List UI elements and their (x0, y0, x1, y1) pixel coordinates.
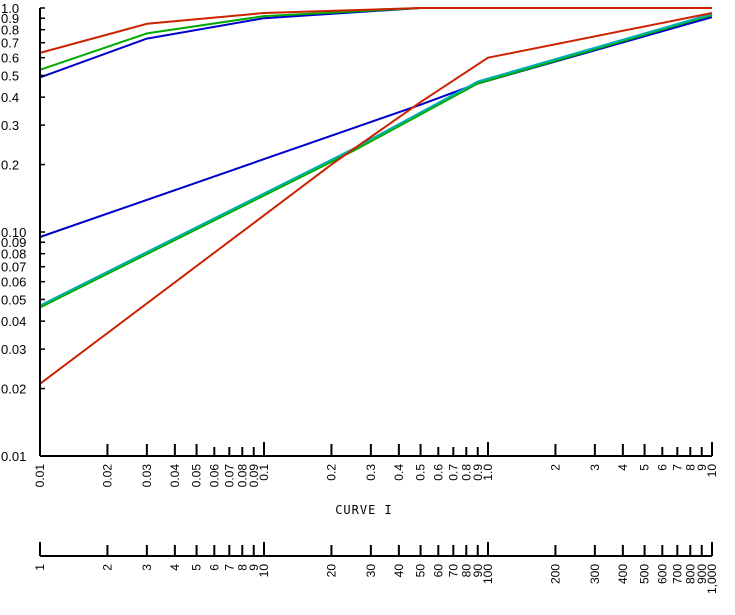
x-tick-label: 9 (695, 464, 709, 471)
secondary-x-tick-label: 1 (33, 564, 47, 571)
series-line-6 (39, 7, 712, 71)
secondary-x-tick-label: 300 (588, 564, 602, 584)
x-tick-label: 0.07 (222, 464, 236, 488)
x-tick-label: 0.4 (392, 464, 406, 481)
secondary-x-tick-label: 500 (638, 564, 652, 584)
y-tick-label: 0.5 (1, 68, 19, 83)
x-tick-label: 2 (548, 464, 562, 471)
y-tick-label: 0.07 (1, 260, 26, 275)
secondary-x-tick-label: 400 (616, 564, 630, 584)
secondary-x-tick-label: 10 (257, 564, 271, 578)
x-tick-label: 5 (638, 464, 652, 471)
y-tick-label: 0.05 (1, 292, 26, 307)
y-tick-label: 0.08 (1, 247, 26, 262)
secondary-x-tick-label: 900 (695, 564, 709, 584)
y-tick-label: 0.02 (1, 382, 26, 397)
x-tick-label: 0.04 (168, 464, 182, 488)
secondary-x-tick-label: 200 (548, 564, 562, 584)
x-tick-label: 7 (670, 464, 684, 471)
x-tick-label: 0.9 (471, 464, 485, 481)
y-tick-label: 0.3 (1, 118, 19, 133)
secondary-x-tick-label: 2 (100, 564, 114, 571)
y-tick-label: 0.7 (1, 36, 19, 51)
y-tick-label: 0.9 (1, 11, 19, 26)
series-line-7 (39, 7, 712, 54)
x-tick-label: 0.7 (446, 464, 460, 481)
y-tick-label: 0.03 (1, 342, 26, 357)
series-line-1 (39, 16, 713, 238)
x-tick-label: 0.1 (257, 464, 271, 481)
series-line-4 (39, 12, 713, 385)
y-tick-label: 0.4 (1, 90, 19, 105)
y-tick-label: 0.04 (1, 314, 26, 329)
x-tick-label: 0.09 (247, 464, 261, 488)
x-tick-label: 3 (588, 464, 602, 471)
secondary-x-tick-label: 3 (140, 564, 154, 571)
secondary-x-tick-label: 40 (392, 564, 406, 578)
x-tick-label: 0.03 (140, 464, 154, 488)
y-tick-label: 0.8 (1, 23, 19, 38)
series-line-2 (39, 14, 713, 309)
y-ticks: 0.01 0.02 0.03 0.04 0.05 0.060.070.080.090.10… (1, 1, 45, 464)
y-tick-label: 0.01 (1, 449, 26, 464)
x-tick-label: 0.2 (324, 464, 338, 481)
secondary-x-tick-label: 60 (431, 564, 445, 578)
plot-lines (39, 7, 713, 385)
x-tick-label: 0.01 (33, 464, 47, 488)
x-tick-label: 10 (705, 464, 719, 478)
secondary-x-tick-label: 8 (235, 564, 249, 571)
secondary-x-tick-label: 800 (683, 564, 697, 584)
x-tick-label: 6 (655, 464, 669, 471)
x-tick-label: 0.5 (414, 464, 428, 481)
series-line-3 (39, 13, 713, 307)
y-tick-label: 0.09 (1, 235, 26, 250)
secondary-x-tick-label: 6 (207, 564, 221, 571)
secondary-x-tick-label: 600 (655, 564, 669, 584)
x-tick-label: 0.8 (459, 464, 473, 481)
y-tick-label: 0.06 (1, 275, 26, 290)
x-tick-label: 8 (683, 464, 697, 471)
secondary-x-tick-label: 20 (324, 564, 338, 578)
secondary-x-tick-label: 50 (414, 564, 428, 578)
y-tick-label: 1.0 (1, 1, 19, 16)
x-tick-label: 1.0 (481, 464, 495, 481)
x-tick-label: 0.06 (207, 464, 221, 488)
secondary-x-tick-label: 1,000 (705, 564, 719, 594)
secondary-x-tick-label: 100 (481, 564, 495, 584)
x-tick-label: 0.02 (100, 464, 114, 488)
x-tick-label: 0.6 (431, 464, 445, 481)
secondary-x-tick-label: 70 (446, 564, 460, 578)
secondary-x-tick-label: 700 (670, 564, 684, 584)
y-tick-label: 0.2 (1, 158, 19, 173)
x-axis-title: CURVE I (335, 503, 393, 517)
secondary-x-tick-label: 90 (471, 564, 485, 578)
secondary-x-tick-label: 5 (190, 564, 204, 571)
x-ticks: 0.01 0.02 0.03 0.04 0.05 0.06 0.070.080.090.1 0… (33, 442, 719, 487)
x-tick-label: 0.3 (364, 464, 378, 481)
y-tick-label: 0.6 (1, 51, 19, 66)
secondary-x-tick-label: 4 (168, 564, 182, 571)
secondary-x-tick-label: 7 (222, 564, 236, 571)
secondary-x-tick-label: 80 (459, 564, 473, 578)
x-tick-label: 0.05 (190, 464, 204, 488)
secondary-x-tick-label: 9 (247, 564, 261, 571)
y-tick-label: 0.10 (1, 225, 26, 240)
x-tick-label: 0.08 (235, 464, 249, 488)
secondary-x-tick-label: 30 (364, 564, 378, 578)
x-tick-label: 4 (616, 464, 630, 471)
